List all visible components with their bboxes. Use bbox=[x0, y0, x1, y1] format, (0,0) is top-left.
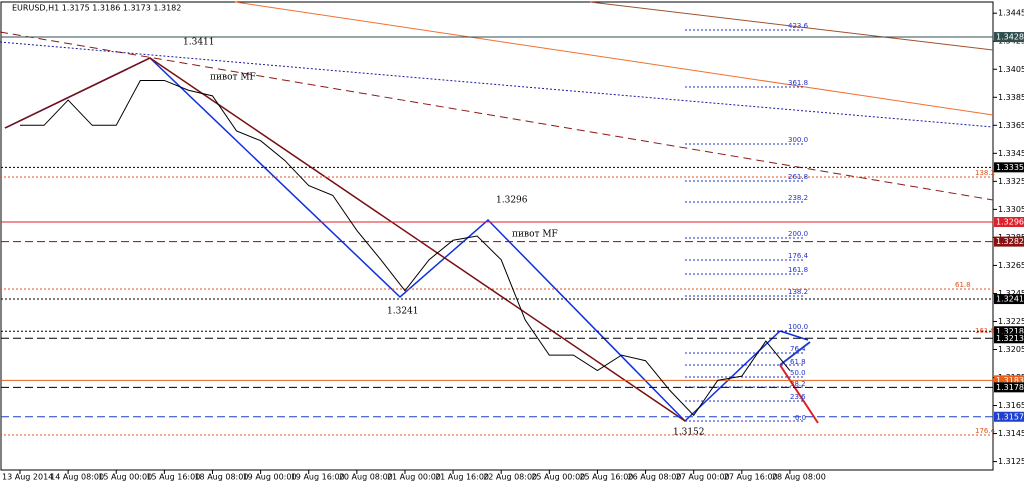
x-tick-label: 18 Aug 08:00 bbox=[194, 473, 248, 482]
fib-label: 0.0 bbox=[795, 414, 806, 422]
fib-label: 61.8 bbox=[790, 358, 806, 366]
fib-label: 50.0 bbox=[790, 369, 806, 377]
annotation: 1.3411 bbox=[183, 38, 215, 48]
fib-label: 261.8 bbox=[788, 173, 808, 181]
y-tick-label: 1.3445 bbox=[998, 9, 1024, 18]
annotation: пивот MF bbox=[512, 230, 558, 240]
annotation: пивот MF bbox=[210, 73, 256, 83]
x-tick-label: 22 Aug 08:00 bbox=[483, 473, 537, 482]
fib-label: 300.0 bbox=[788, 136, 808, 144]
y-tick-label: 1.3205 bbox=[998, 345, 1024, 354]
y-tick-label: 1.3345 bbox=[998, 149, 1024, 158]
price-level-label: 1.3335 bbox=[996, 163, 1024, 172]
x-tick-label: 19 Aug 00:00 bbox=[243, 473, 297, 482]
price-level-label: 1.3213 bbox=[996, 334, 1024, 343]
x-tick-label: 27 Aug 16:00 bbox=[724, 473, 778, 482]
price-level-label: 1.3218 bbox=[996, 327, 1024, 336]
x-tick-label: 20 Aug 08:00 bbox=[339, 473, 393, 482]
x-tick-label: 21 Aug 16:00 bbox=[435, 473, 489, 482]
fib-label: 38.2 bbox=[790, 380, 806, 388]
x-tick-label: 25 Aug 16:00 bbox=[579, 473, 633, 482]
x-tick-label: 25 Aug 00:00 bbox=[531, 473, 585, 482]
fib-label: 176.4 bbox=[788, 252, 809, 260]
x-tick-label: 26 Aug 08:00 bbox=[628, 473, 682, 482]
fib-red-label: 176.4 bbox=[975, 427, 996, 435]
price-level-label: 1.3282 bbox=[996, 237, 1024, 246]
y-tick-label: 1.3325 bbox=[998, 177, 1024, 186]
y-tick-label: 1.3385 bbox=[998, 93, 1024, 102]
fib-label: 200.0 bbox=[788, 230, 808, 238]
price-level-tag bbox=[994, 326, 1024, 337]
price-level-label: 1.3157 bbox=[996, 412, 1024, 421]
price-level-tag bbox=[994, 411, 1024, 422]
y-tick-label: 1.3305 bbox=[998, 205, 1024, 214]
chart-title: EURUSD,H1 1.3175 1.3186 1.3173 1.3182 bbox=[12, 4, 181, 13]
fib-label: 23.6 bbox=[790, 393, 806, 401]
price-line bbox=[20, 79, 791, 417]
annotation: 1.3152 bbox=[673, 428, 705, 438]
price-level-tag bbox=[994, 236, 1024, 247]
x-tick-label: 15 Aug 16:00 bbox=[146, 473, 200, 482]
trend-lines bbox=[0, 1, 994, 424]
price-level-tag bbox=[994, 382, 1024, 393]
y-tick-label: 1.3245 bbox=[998, 289, 1024, 298]
fib-label: 100.0 bbox=[788, 323, 808, 331]
x-tick-label: 27 Aug 00:00 bbox=[676, 473, 730, 482]
fib-red-label: 61.8 bbox=[955, 281, 971, 289]
fib-label: 138.2 bbox=[788, 288, 808, 296]
fib-red-label: 138.2 bbox=[975, 169, 995, 177]
price-level-label: 1.3183 bbox=[996, 376, 1024, 385]
y-tick-label: 1.3365 bbox=[998, 121, 1024, 130]
x-tick-label: 21 Aug 00:00 bbox=[387, 473, 441, 482]
x-tick-label: 14 Aug 08:00 bbox=[50, 473, 104, 482]
y-tick-label: 1.3125 bbox=[998, 457, 1024, 466]
y-tick-label: 1.3225 bbox=[998, 317, 1024, 326]
price-level-tag bbox=[994, 32, 1024, 43]
price-level-label: 1.3178 bbox=[996, 383, 1024, 392]
price-level-tag bbox=[994, 333, 1024, 344]
fib-red-lines bbox=[0, 176, 993, 436]
price-level-tag bbox=[994, 216, 1024, 227]
y-tick-label: 1.3265 bbox=[998, 261, 1024, 270]
fib-label: 161.8 bbox=[788, 266, 808, 274]
y-tick-label: 1.3145 bbox=[998, 429, 1024, 438]
y-tick-label: 1.3405 bbox=[998, 65, 1024, 74]
plot-frame bbox=[0, 1, 994, 471]
annotation: 1.3241 bbox=[387, 307, 419, 317]
price-level-label: 1.3428 bbox=[996, 33, 1024, 42]
fib-label: 238.2 bbox=[788, 194, 808, 202]
x-tick-label: 13 Aug 2014 bbox=[2, 473, 53, 482]
x-tick-label: 28 Aug 08:00 bbox=[772, 473, 826, 482]
y-tick-label: 1.3165 bbox=[998, 401, 1024, 410]
fib-label: 361.8 bbox=[788, 79, 808, 87]
price-level-tag bbox=[994, 162, 1024, 173]
price-level-label: 1.3241 bbox=[996, 295, 1024, 304]
fib-label: 423.6 bbox=[788, 22, 809, 30]
price-level-tag bbox=[994, 294, 1024, 305]
price-level-label: 1.3296 bbox=[996, 217, 1024, 226]
x-tick-label: 15 Aug 00:00 bbox=[98, 473, 152, 482]
price-level-tag bbox=[994, 375, 1024, 386]
annotation: 1.3296 bbox=[496, 196, 528, 206]
x-tick-label: 19 Aug 16:00 bbox=[291, 473, 345, 482]
fib-label: 76.4 bbox=[790, 345, 806, 353]
